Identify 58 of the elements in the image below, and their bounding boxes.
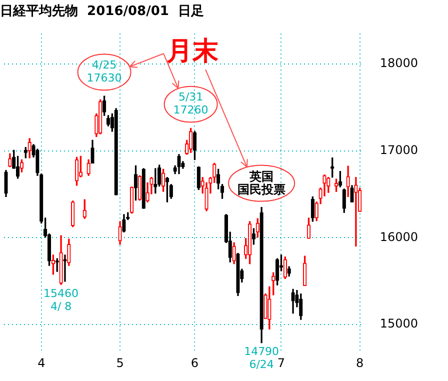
candlestick [322, 174, 326, 196]
x-tick-label: 7 [277, 356, 286, 370]
x-tick-label: 4 [38, 356, 46, 370]
x-tick-label: 5 [116, 356, 124, 370]
candlestick [55, 258, 59, 272]
candlestick [114, 108, 118, 196]
annotation: 英国国民投票 [238, 169, 286, 196]
candlestick [232, 242, 236, 264]
candlestick [192, 131, 197, 160]
y-tick-label: 17000 [380, 142, 418, 157]
candlestick [196, 166, 200, 190]
candlestick [67, 238, 71, 266]
candlestick [4, 170, 8, 198]
candlestick [350, 185, 354, 202]
candlestick [188, 128, 193, 153]
candlestick [306, 218, 311, 239]
candlestick [252, 228, 256, 245]
y-tick-label: 18000 [380, 56, 418, 70]
candlestick [90, 140, 94, 164]
annotation: 15460 4/ 8 [44, 286, 79, 313]
candlestick [256, 218, 260, 238]
candlestick [326, 177, 330, 193]
candlestick [63, 254, 67, 282]
candlestick [177, 154, 181, 174]
candlestick [138, 175, 142, 201]
candlestick [118, 221, 122, 245]
candlestick [78, 156, 83, 178]
candlestick [20, 159, 24, 172]
candlestick [102, 96, 106, 116]
candlestick [130, 186, 134, 214]
candlestick [236, 252, 240, 296]
annotation: 5/31 17260 [173, 90, 208, 117]
candlestick [165, 177, 170, 202]
candlestick [268, 286, 272, 330]
chart-title: 日経平均先物 2016/08/01 日足 [0, 4, 204, 20]
candlestick [216, 168, 220, 190]
candlestick [334, 178, 338, 192]
candlestick [346, 166, 350, 198]
annotation: 月末 [166, 36, 219, 66]
candlestick [71, 200, 75, 228]
candlestick [342, 188, 346, 213]
candlestick [260, 206, 264, 344]
candlestick [59, 235, 63, 285]
candlestick [142, 168, 146, 209]
candlestick [8, 153, 12, 168]
candlestick [248, 221, 252, 264]
candlestick [354, 177, 358, 247]
candlestick [122, 214, 126, 232]
candlestick [134, 165, 138, 201]
candlestick [275, 258, 280, 286]
annotation: 4/25 17630 [86, 58, 122, 84]
x-tick-label: 8 [356, 356, 364, 370]
y-tick-label: 16000 [380, 230, 418, 244]
candlestick [86, 159, 90, 176]
annotation: 14790 6/24 [244, 345, 280, 372]
x-tick-label: 6 [190, 356, 199, 370]
y-tick-label: 15000 [380, 316, 418, 331]
candlestick [98, 99, 102, 134]
